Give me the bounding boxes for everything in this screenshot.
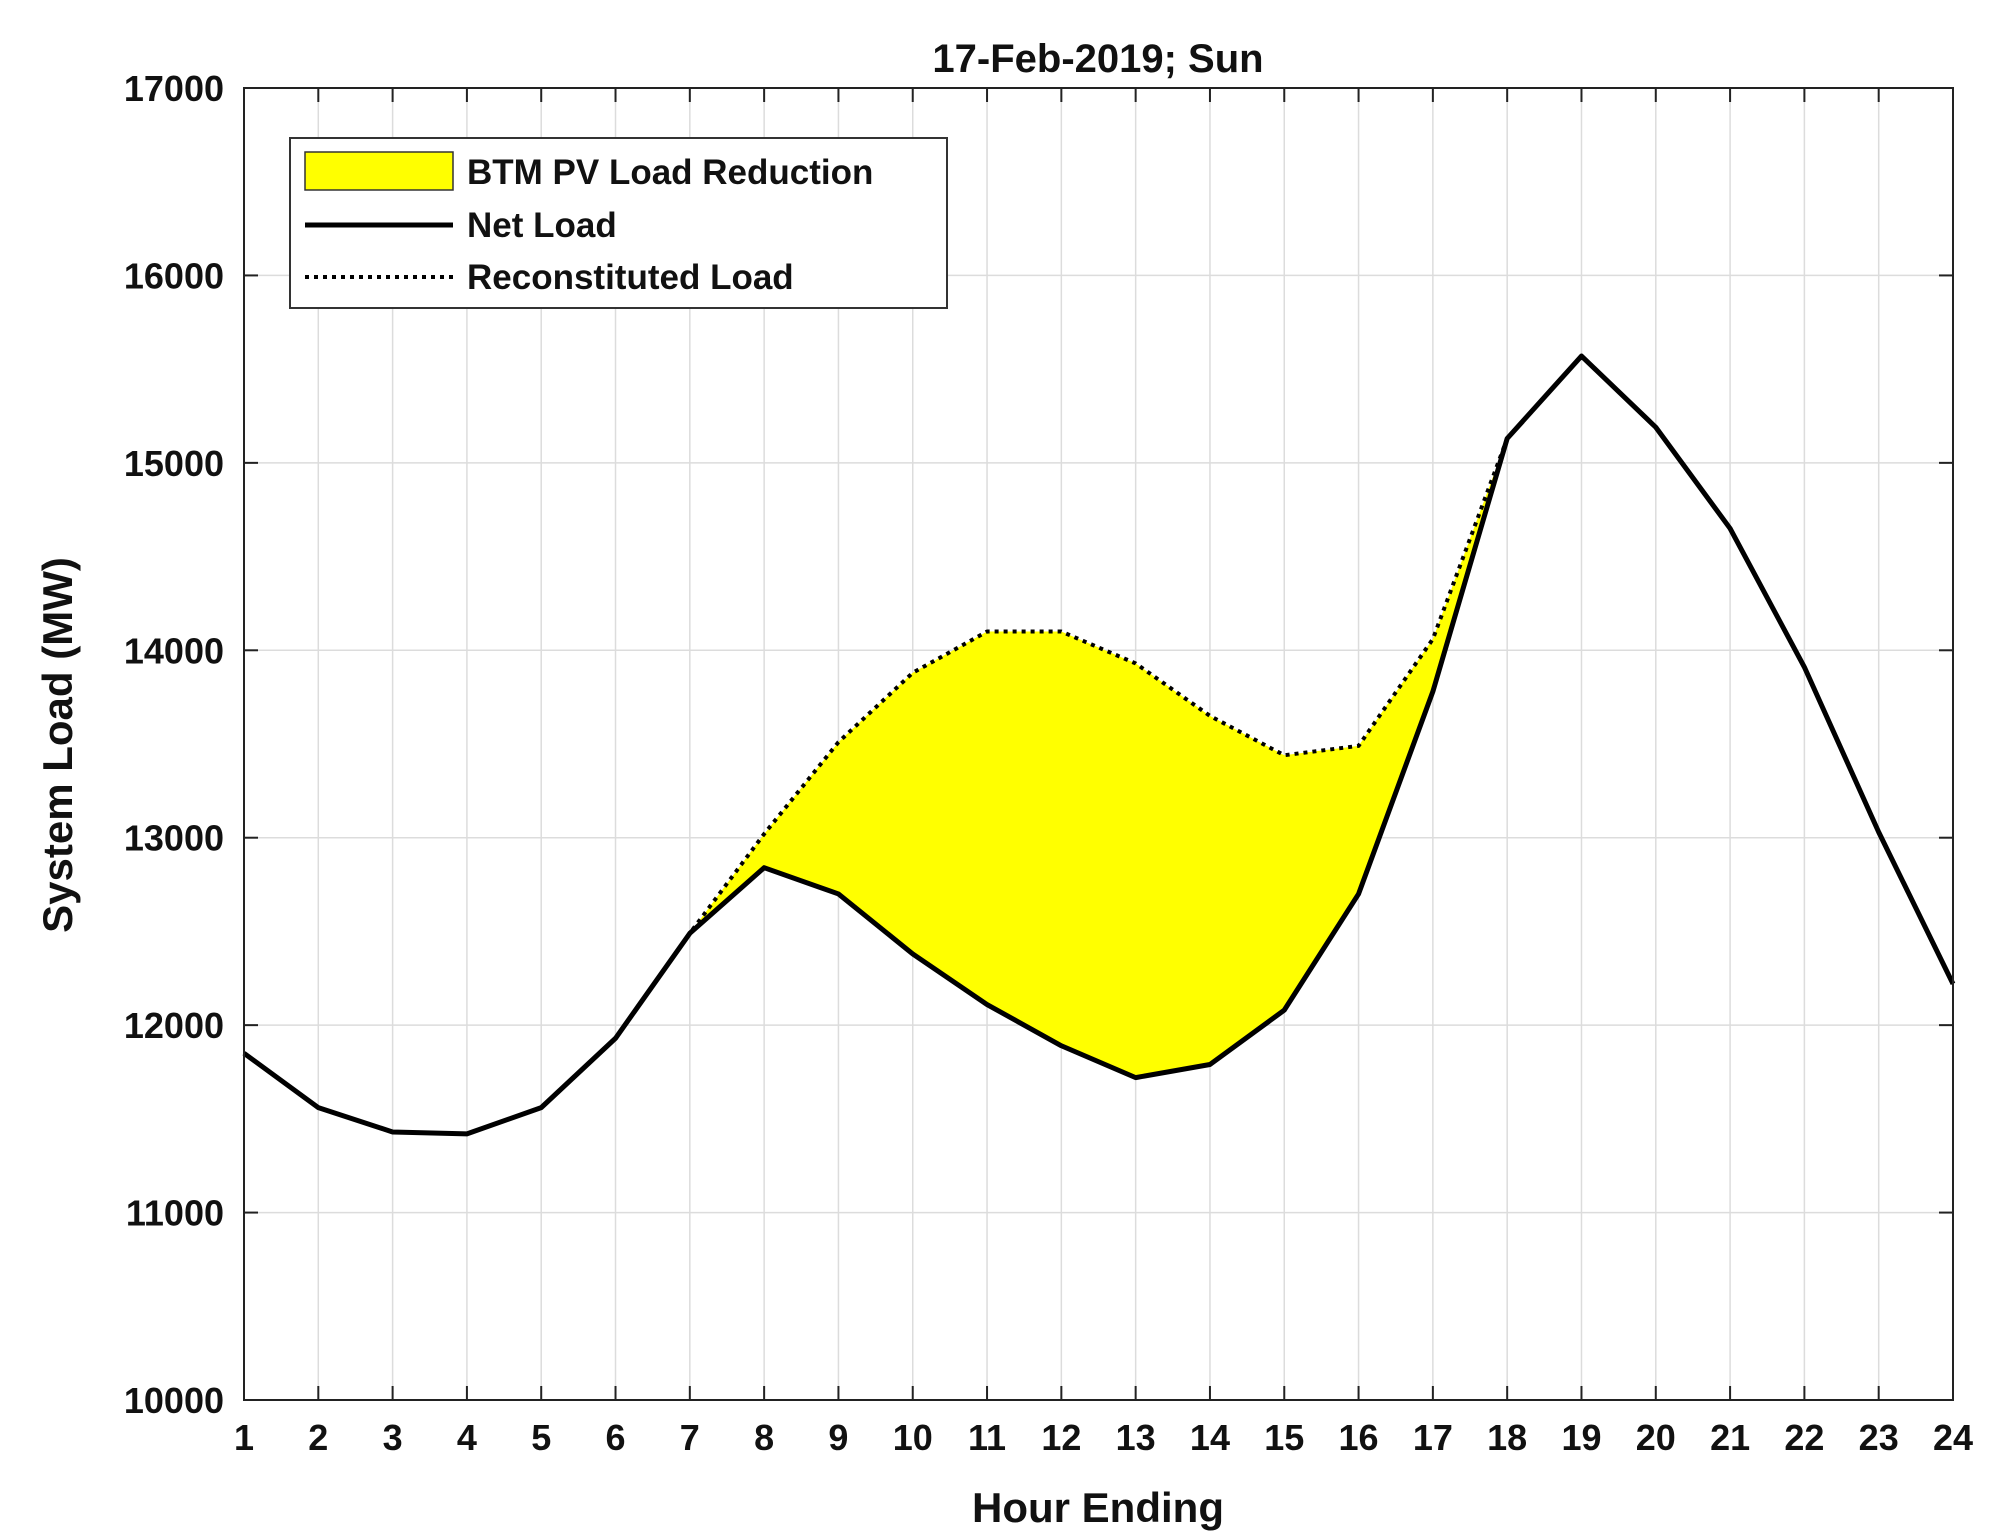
chart-title: 17-Feb-2019; Sun bbox=[932, 37, 1263, 81]
x-tick-label: 17 bbox=[1413, 1417, 1453, 1458]
y-tick-label: 14000 bbox=[124, 630, 224, 671]
x-tick-label: 24 bbox=[1933, 1417, 1973, 1458]
x-tick-label: 5 bbox=[531, 1417, 551, 1458]
ticks bbox=[243, 87, 1954, 1401]
x-tick-label: 8 bbox=[754, 1417, 774, 1458]
y-tick-label: 10000 bbox=[124, 1380, 224, 1421]
x-tick-label: 19 bbox=[1561, 1417, 1601, 1458]
x-tick-label: 1 bbox=[234, 1417, 254, 1458]
x-axis-label: Hour Ending bbox=[972, 1484, 1224, 1531]
x-tick-label: 20 bbox=[1636, 1417, 1676, 1458]
legend-label-net-load: Net Load bbox=[467, 206, 617, 245]
x-tick-label: 14 bbox=[1190, 1417, 1230, 1458]
x-tick-label: 3 bbox=[383, 1417, 403, 1458]
net-load-line bbox=[242, 353, 1956, 1137]
x-tick-labels: 1 2 3 4 5 6 7 8 9 10 11 12 13 14 15 16 17 18 19 20 21 22 23 24 bbox=[234, 1417, 1973, 1458]
x-tick-label: 23 bbox=[1859, 1417, 1899, 1458]
y-tick-label: 13000 bbox=[124, 818, 224, 859]
x-tick-label: 4 bbox=[457, 1417, 477, 1458]
x-tick-label: 7 bbox=[680, 1417, 700, 1458]
x-tick-label: 6 bbox=[606, 1417, 626, 1458]
y-tick-label: 11000 bbox=[126, 1193, 224, 1234]
y-axis-label: System Load (MW) bbox=[34, 557, 81, 933]
x-tick-label: 9 bbox=[828, 1417, 848, 1458]
x-tick-label: 22 bbox=[1784, 1417, 1824, 1458]
x-tick-label: 16 bbox=[1339, 1417, 1379, 1458]
x-tick-label: 21 bbox=[1710, 1417, 1750, 1458]
y-tick-label: 12000 bbox=[124, 1005, 224, 1046]
legend-label-reconstituted-load: Reconstituted Load bbox=[467, 258, 794, 297]
btm-pv-load-reduction-area bbox=[244, 356, 1953, 1134]
plot-frame bbox=[243, 87, 1954, 1401]
legend-swatch-btm-pv bbox=[304, 151, 454, 191]
x-tick-label: 13 bbox=[1116, 1417, 1156, 1458]
y-tick-label: 17000 bbox=[124, 68, 224, 109]
y-tick-label: 16000 bbox=[124, 255, 224, 296]
x-tick-label: 18 bbox=[1487, 1417, 1527, 1458]
x-tick-label: 2 bbox=[308, 1417, 328, 1458]
y-tick-label: 15000 bbox=[124, 443, 224, 484]
x-tick-label: 10 bbox=[893, 1417, 933, 1458]
x-tick-label: 12 bbox=[1041, 1417, 1081, 1458]
legend: BTM PV Load Reduction Net Load Reconstit… bbox=[289, 137, 948, 309]
y-tick-labels: 10000 11000 12000 13000 14000 15000 16000 17000 bbox=[124, 68, 224, 1421]
x-tick-label: 11 bbox=[968, 1417, 1006, 1458]
legend-label-btm-pv: BTM PV Load Reduction bbox=[467, 153, 873, 192]
x-tick-label: 15 bbox=[1264, 1417, 1304, 1458]
